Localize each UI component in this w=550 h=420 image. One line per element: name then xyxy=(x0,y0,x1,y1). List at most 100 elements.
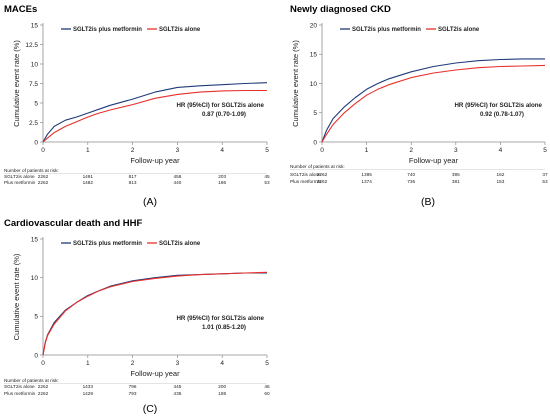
x-tick-label: 0 xyxy=(41,147,45,154)
risk-value: 2262 xyxy=(38,174,49,179)
risk-value: 2262 xyxy=(317,179,328,184)
hr-value: 0.92 (0.78-1.07) xyxy=(480,111,524,118)
x-tick-label: 5 xyxy=(265,147,269,154)
hr-label: HR (95%CI) for SGLT2is alone xyxy=(176,315,264,322)
x-tick-label: 0 xyxy=(41,360,45,367)
y-tick-label: 0 xyxy=(313,139,317,146)
x-tick-label: 0 xyxy=(320,147,324,154)
x-tick-label: 5 xyxy=(265,360,269,367)
hr-label: HR (95%CI) for SGLT2is alone xyxy=(176,102,264,109)
x-tick-label: 3 xyxy=(454,147,458,154)
risk-row-label: SGLT2is alone xyxy=(4,174,35,179)
risk-value: 736 xyxy=(407,179,415,184)
panel-letter: (B) xyxy=(421,196,435,208)
risk-value: 2262 xyxy=(317,172,328,177)
y-tick-label: 15 xyxy=(310,52,318,59)
series-line-plus-metformin xyxy=(42,82,268,143)
x-axis-label: Follow-up year xyxy=(409,156,459,165)
x-tick-label: 3 xyxy=(176,360,180,367)
risk-value: 162 xyxy=(496,172,504,177)
y-tick-label: 5 xyxy=(313,110,317,117)
risk-value: 813 xyxy=(129,180,137,185)
risk-row-label: Plus metformin xyxy=(290,179,322,184)
x-tick-label: 4 xyxy=(499,147,503,154)
risk-value: 817 xyxy=(129,174,137,179)
y-tick-label: 10 xyxy=(31,61,39,68)
risk-table-title: Number of patients at risk: xyxy=(290,164,345,169)
legend-label: SGLT2is alone xyxy=(438,27,480,33)
y-tick-label: 15 xyxy=(31,22,39,29)
risk-row-label: Plus metformin xyxy=(4,180,36,185)
x-tick-label: 2 xyxy=(131,147,135,154)
x-tick-label: 2 xyxy=(131,360,135,367)
y-axis-label: Cumulative event rate (%) xyxy=(12,40,21,127)
legend-label: SGLT2is plus metformin xyxy=(352,27,421,33)
risk-value: 435 xyxy=(173,391,181,396)
panel-letter: (A) xyxy=(143,196,157,208)
x-axis-label: Follow-up year xyxy=(130,369,180,378)
risk-value: 203 xyxy=(218,174,226,179)
risk-value: 796 xyxy=(129,384,137,389)
risk-value: 458 xyxy=(173,174,181,179)
panel-title: MACEs xyxy=(4,4,37,15)
risk-value: 46 xyxy=(264,384,270,389)
x-tick-label: 1 xyxy=(365,147,369,154)
risk-value: 45 xyxy=(264,174,270,179)
risk-row-label: SGLT2is alone xyxy=(290,172,321,177)
x-tick-label: 2 xyxy=(409,147,413,154)
panel-2: Newly diagnosed CKD 0 5 10 15 20 0 1 2 3 4 5 Cumulat… xyxy=(290,4,548,208)
series-line-alone xyxy=(42,271,268,356)
x-tick-label: 4 xyxy=(220,147,224,154)
x-tick-label: 3 xyxy=(176,147,180,154)
series-line-alone xyxy=(321,64,546,143)
y-tick-label: 10 xyxy=(310,81,318,88)
risk-value: 2262 xyxy=(38,180,49,185)
risk-value: 740 xyxy=(407,172,415,177)
risk-value: 2262 xyxy=(38,384,49,389)
hr-label: HR (95%CI) for SGLT2is alone xyxy=(454,102,542,109)
risk-value: 1491 xyxy=(83,174,94,179)
y-tick-label: 20 xyxy=(310,22,318,29)
risk-value: 1374 xyxy=(361,179,372,184)
risk-value: 53 xyxy=(264,180,270,185)
risk-value: 445 xyxy=(173,384,181,389)
legend-label: SGLT2is alone xyxy=(159,27,201,33)
x-tick-label: 1 xyxy=(86,147,90,154)
series-line-plus-metformin xyxy=(42,272,267,356)
series-line-plus-metformin xyxy=(321,58,545,143)
risk-value: 2262 xyxy=(38,391,49,396)
risk-row-label: SGLT2is alone xyxy=(4,384,35,389)
risk-value: 186 xyxy=(218,180,226,185)
risk-value: 53 xyxy=(542,179,548,184)
y-tick-label: 5 xyxy=(34,314,38,321)
y-tick-label: 12.5 xyxy=(25,42,38,49)
panel-letter: (C) xyxy=(143,403,158,415)
panel-title: Newly diagnosed CKD xyxy=(290,4,391,15)
x-axis-label: Follow-up year xyxy=(130,156,180,165)
risk-value: 440 xyxy=(173,180,181,185)
risk-table-title: Number of patients at risk: xyxy=(4,378,59,383)
panel-title: Cardiovascular death and HHF xyxy=(4,218,143,229)
y-tick-label: 10 xyxy=(31,275,39,282)
series-line-alone xyxy=(42,89,267,143)
risk-value: 153 xyxy=(496,179,504,184)
risk-value: 1433 xyxy=(83,384,94,389)
x-tick-label: 4 xyxy=(220,360,224,367)
x-tick-label: 1 xyxy=(86,360,90,367)
risk-value: 395 xyxy=(452,172,460,177)
legend-label: SGLT2is plus metformin xyxy=(73,27,142,33)
risk-value: 793 xyxy=(129,391,137,396)
y-tick-label: 5 xyxy=(34,100,38,107)
y-tick-label: 0 xyxy=(34,352,38,359)
hr-value: 1.01 (0.85-1.20) xyxy=(202,324,246,331)
legend-label: SGLT2is alone xyxy=(159,241,201,247)
y-tick-label: 15 xyxy=(31,236,39,243)
y-tick-label: 7.5 xyxy=(29,81,38,88)
panel-3: Cardiovascular death and HHF 0 5 10 15 0 1 2 3 4 5… xyxy=(4,218,270,415)
risk-value: 188 xyxy=(218,391,226,396)
hr-value: 0.87 (0.70-1.09) xyxy=(202,111,246,118)
risk-value: 1482 xyxy=(83,180,94,185)
risk-row-label: Plus metformin xyxy=(4,391,36,396)
